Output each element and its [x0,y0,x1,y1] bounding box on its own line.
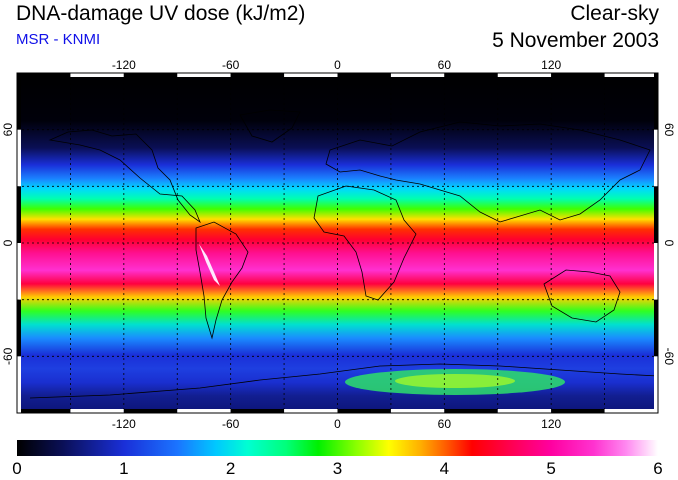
lon-tick-label-top: -60 [222,58,240,72]
lat-tick-label-right: 60 [662,123,676,137]
ruler-segment [230,73,285,77]
colorbar-tick-label: 3 [332,459,343,478]
ruler-segment [123,409,178,413]
lon-tick-label-bottom: 0 [334,417,341,431]
ruler-segment [654,356,658,413]
lon-tick-label-bottom: 120 [541,417,561,431]
colorbar [17,440,658,456]
map-frame [16,72,659,414]
ruler-segment [551,409,605,413]
lat-tick-label-right: -60 [662,348,676,366]
lon-tick-label-bottom: -60 [222,417,240,431]
ruler-segment [70,409,124,413]
colorbar-tick-label: 5 [546,459,556,478]
ruler-segment [17,299,21,357]
colorbar-tick-label: 6 [653,459,663,478]
lat-tick-label-left: -60 [1,347,15,365]
colorbar-tick-label: 2 [225,459,236,478]
ruler-segment [17,186,21,243]
graticule [17,73,658,413]
lon-tick-label-top: 0 [334,58,341,72]
source-label: MSR - KNMI [16,31,101,48]
ruler-segment [284,73,338,77]
tick-labels: -120 -120 -60 -60 0 0 60 60 120 120 60 60 0 0 -60 -60 [1,58,676,431]
andes-highlight [199,244,220,286]
ruler-segment [604,409,658,413]
antarctic-dose-core [395,374,515,388]
ruler-segment [177,409,231,413]
ruler-segment [444,409,498,413]
ruler-segment [17,356,21,413]
ruler-segment [17,243,21,300]
lat-tick-label-right: 0 [662,240,676,247]
ruler-segment [17,409,71,413]
ruler-segment [551,73,605,77]
ruler-segment [390,409,445,413]
south-america-outline [195,221,249,340]
ruler-segment [497,73,552,77]
north-america-outline [48,129,201,224]
ruler-segment [654,243,658,300]
lat-tick-label-left: 0 [1,239,15,246]
ruler-bars [17,73,658,413]
ruler-segment [604,73,658,77]
date-label: 5 November 2003 [492,29,659,52]
eurasia-outline [325,121,651,223]
ruler-segment [337,409,391,413]
ruler-segment [337,73,391,77]
ruler-segment [654,129,658,187]
lon-tick-label-bottom: 60 [438,417,452,431]
lon-tick-label-top: -120 [112,58,136,72]
lon-tick-label-bottom: -120 [112,417,136,431]
ruler-segment [654,73,658,130]
uv-dose-map: -120 -120 -60 -60 0 0 60 60 120 120 60 60 0 0 -60 -60 [1,58,676,431]
colorbar-tick-label: 0 [12,459,22,478]
colorbar-tick-label: 4 [439,459,450,478]
ruler-segment [284,409,338,413]
ruler-segment [17,73,21,130]
ruler-segment [444,73,498,77]
map-title: DNA-damage UV dose (kJ/m2) [16,2,306,25]
ruler-segment [230,409,285,413]
ruler-segment [70,73,124,77]
africa-outline [313,185,417,301]
colorbar-tick-label: 1 [119,459,129,478]
coastlines [29,109,659,399]
ruler-segment [390,73,445,77]
ruler-segment [654,186,658,243]
ruler-segment [497,409,552,413]
lat-tick-label-left: 60 [1,123,15,137]
lon-tick-label-top: 60 [438,58,452,72]
antarctica-outline [29,363,659,399]
greenland-outline [239,109,301,143]
ruler-segment [177,73,231,77]
australia-outline [543,269,621,323]
ruler-segment [123,73,178,77]
lon-tick-label-top: 120 [541,58,561,72]
ruler-segment [17,129,21,187]
ruler-segment [17,73,71,77]
ruler-segment [654,299,658,357]
sky-condition-label: Clear-sky [570,2,659,25]
